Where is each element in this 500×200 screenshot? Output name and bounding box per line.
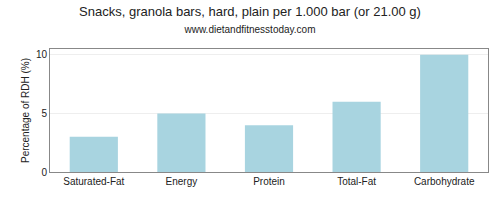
svg-text:0: 0 — [41, 167, 47, 178]
svg-text:Snacks, granola bars, hard, pl: Snacks, granola bars, hard, plain per 1.… — [79, 4, 421, 35]
svg-text:10: 10 — [36, 49, 48, 60]
svg-text:Saturated-Fat: Saturated-Fat — [63, 176, 124, 187]
svg-text:5: 5 — [41, 108, 47, 119]
svg-text:Energy: Energy — [166, 176, 198, 187]
svg-text:Protein: Protein — [253, 176, 285, 187]
svg-text:Percentage of RDH (%): Percentage of RDH (%) — [20, 58, 31, 163]
svg-text:Carbohydrate: Carbohydrate — [414, 176, 475, 187]
svg-text:Total-Fat: Total-Fat — [337, 176, 376, 187]
